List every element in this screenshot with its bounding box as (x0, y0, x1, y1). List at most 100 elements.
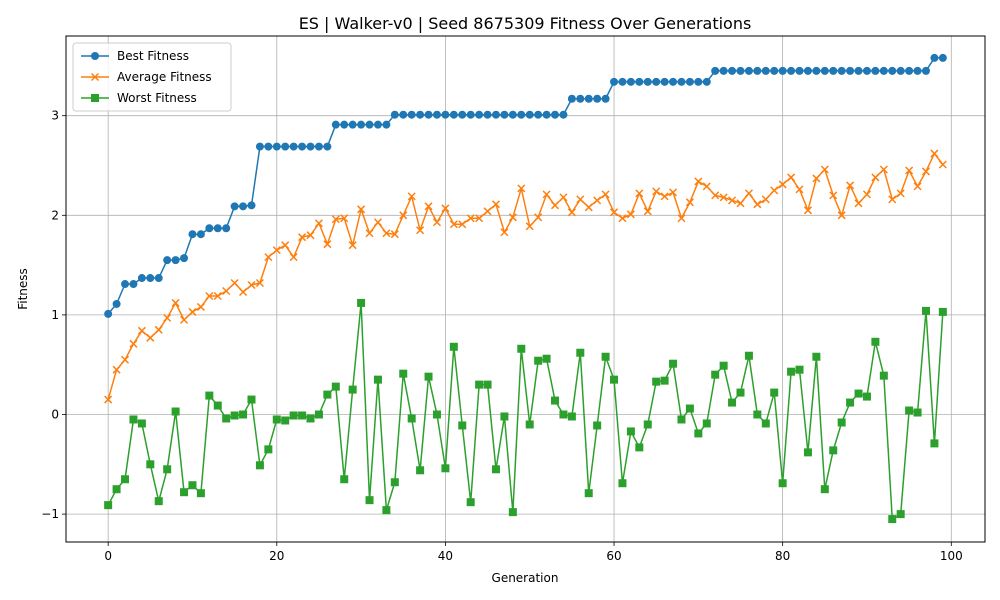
marker-stroke (559, 193, 568, 202)
best-fitness-point (129, 280, 138, 289)
average-fitness-point (112, 365, 121, 374)
marker-stroke (534, 213, 543, 222)
marker-stroke (213, 291, 222, 301)
marker-stroke (357, 205, 366, 214)
best-fitness-point (643, 77, 652, 86)
worst-fitness-point (289, 411, 298, 420)
average-fitness-point (331, 215, 340, 224)
best-fitness-point (938, 53, 947, 62)
marker-stroke (685, 198, 694, 207)
worst-fitness-point (239, 410, 248, 419)
best-fitness-point (180, 254, 189, 263)
best-fitness-point (551, 110, 560, 119)
average-fitness-point (879, 165, 888, 174)
worst-fitness-point (255, 461, 264, 470)
marker-stroke (702, 182, 711, 191)
best-fitness-point (921, 66, 930, 75)
best-fitness-point (205, 224, 214, 233)
marker-stroke (340, 214, 349, 223)
marker-stroke (820, 165, 829, 174)
worst-fitness-point (298, 411, 307, 420)
best-fitness-point (711, 66, 720, 75)
x-tick-label: 0 (104, 549, 112, 563)
best-fitness-point (272, 142, 281, 151)
best-fitness-point (483, 110, 492, 119)
marker-stroke (373, 218, 382, 227)
average-fitness-point (753, 200, 762, 209)
best-fitness-point (694, 77, 703, 86)
legend-marker (91, 52, 99, 60)
worst-fitness-point (180, 488, 189, 497)
best-fitness-point (441, 110, 450, 119)
best-fitness-point (770, 66, 779, 75)
marker-stroke (896, 189, 905, 198)
average-fitness-point (778, 180, 787, 189)
average-fitness-point (694, 177, 703, 186)
average-fitness-point (702, 182, 711, 191)
marker-stroke (626, 210, 635, 219)
worst-fitness-point (146, 460, 155, 469)
marker-stroke (677, 214, 686, 223)
best-fitness-point (491, 110, 500, 119)
average-fitness-point (163, 313, 172, 322)
average-fitness-point (913, 182, 922, 191)
average-fitness-point (137, 326, 146, 335)
marker-stroke (163, 313, 172, 322)
marker-stroke (913, 182, 922, 191)
worst-fitness-point (129, 415, 138, 424)
worst-fitness-point (584, 489, 593, 498)
best-fitness-point (837, 66, 846, 75)
marker-stroke (112, 365, 121, 374)
best-fitness-point (736, 66, 745, 75)
marker-stroke (669, 188, 678, 197)
best-fitness-point (247, 201, 256, 210)
worst-fitness-point (390, 478, 399, 487)
x-tick-label: 40 (438, 549, 453, 563)
average-fitness-point (449, 220, 458, 229)
legend-item: Average Fitness (81, 70, 212, 84)
best-fitness-point (905, 66, 914, 75)
best-fitness-point (803, 66, 812, 75)
average-fitness-point (854, 199, 863, 208)
worst-fitness-point (441, 464, 450, 473)
worst-fitness-point (618, 479, 627, 488)
worst-fitness-point (205, 391, 214, 400)
average-fitness-point (424, 202, 433, 211)
legend: Best Fitness Average Fitness Worst Fitness (72, 42, 232, 112)
marker-stroke (348, 241, 357, 250)
best-fitness-point (567, 94, 576, 103)
marker-stroke (728, 196, 737, 205)
average-fitness-point (576, 195, 585, 204)
best-fitness-point (618, 77, 627, 86)
worst-fitness-point (407, 414, 416, 423)
marker-stroke (888, 195, 897, 204)
marker-stroke (331, 215, 340, 224)
best-fitness-point (365, 120, 374, 129)
average-fitness-point (272, 246, 281, 255)
marker-stroke (314, 219, 323, 228)
average-fitness-point (736, 199, 745, 208)
worst-fitness-point (652, 377, 661, 386)
best-fitness-point (862, 66, 871, 75)
average-fitness-point (205, 291, 214, 301)
worst-fitness-point (669, 359, 678, 368)
average-fitness-point (407, 192, 416, 201)
best-fitness-point (930, 53, 939, 62)
best-fitness-point (719, 66, 728, 75)
best-fitness-point (812, 66, 821, 75)
average-fitness-point (483, 207, 492, 216)
average-fitness-point (458, 220, 467, 229)
marker-stroke (601, 190, 610, 199)
average-fitness-point (862, 190, 871, 199)
x-tick-label: 100 (940, 549, 963, 563)
worst-fitness-point (778, 479, 787, 488)
average-fitness-point (525, 222, 534, 231)
worst-fitness-point (610, 375, 619, 384)
average-fitness-point (896, 189, 905, 198)
legend-label: Worst Fitness (117, 91, 197, 105)
average-fitness-point (567, 208, 576, 217)
best-fitness-point (112, 299, 121, 308)
marker-stroke (390, 230, 399, 239)
average-fitness-point (711, 191, 720, 200)
best-fitness-point (685, 77, 694, 86)
